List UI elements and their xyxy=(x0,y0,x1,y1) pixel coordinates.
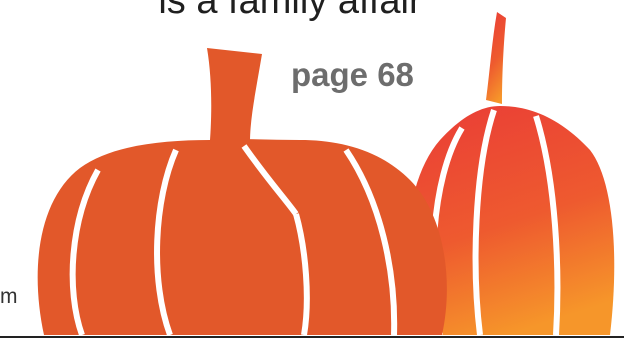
left-pumpkin-body xyxy=(37,139,447,335)
right-pumpkin-body xyxy=(405,106,615,335)
left-pumpkin xyxy=(37,48,447,337)
right-pumpkin-stem xyxy=(486,12,506,104)
left-pumpkin-stem xyxy=(207,48,262,142)
edge-text-fragment: m xyxy=(0,285,18,308)
page-reference: page 68 xyxy=(291,56,414,93)
headline-text: is a family affair xyxy=(158,0,422,22)
